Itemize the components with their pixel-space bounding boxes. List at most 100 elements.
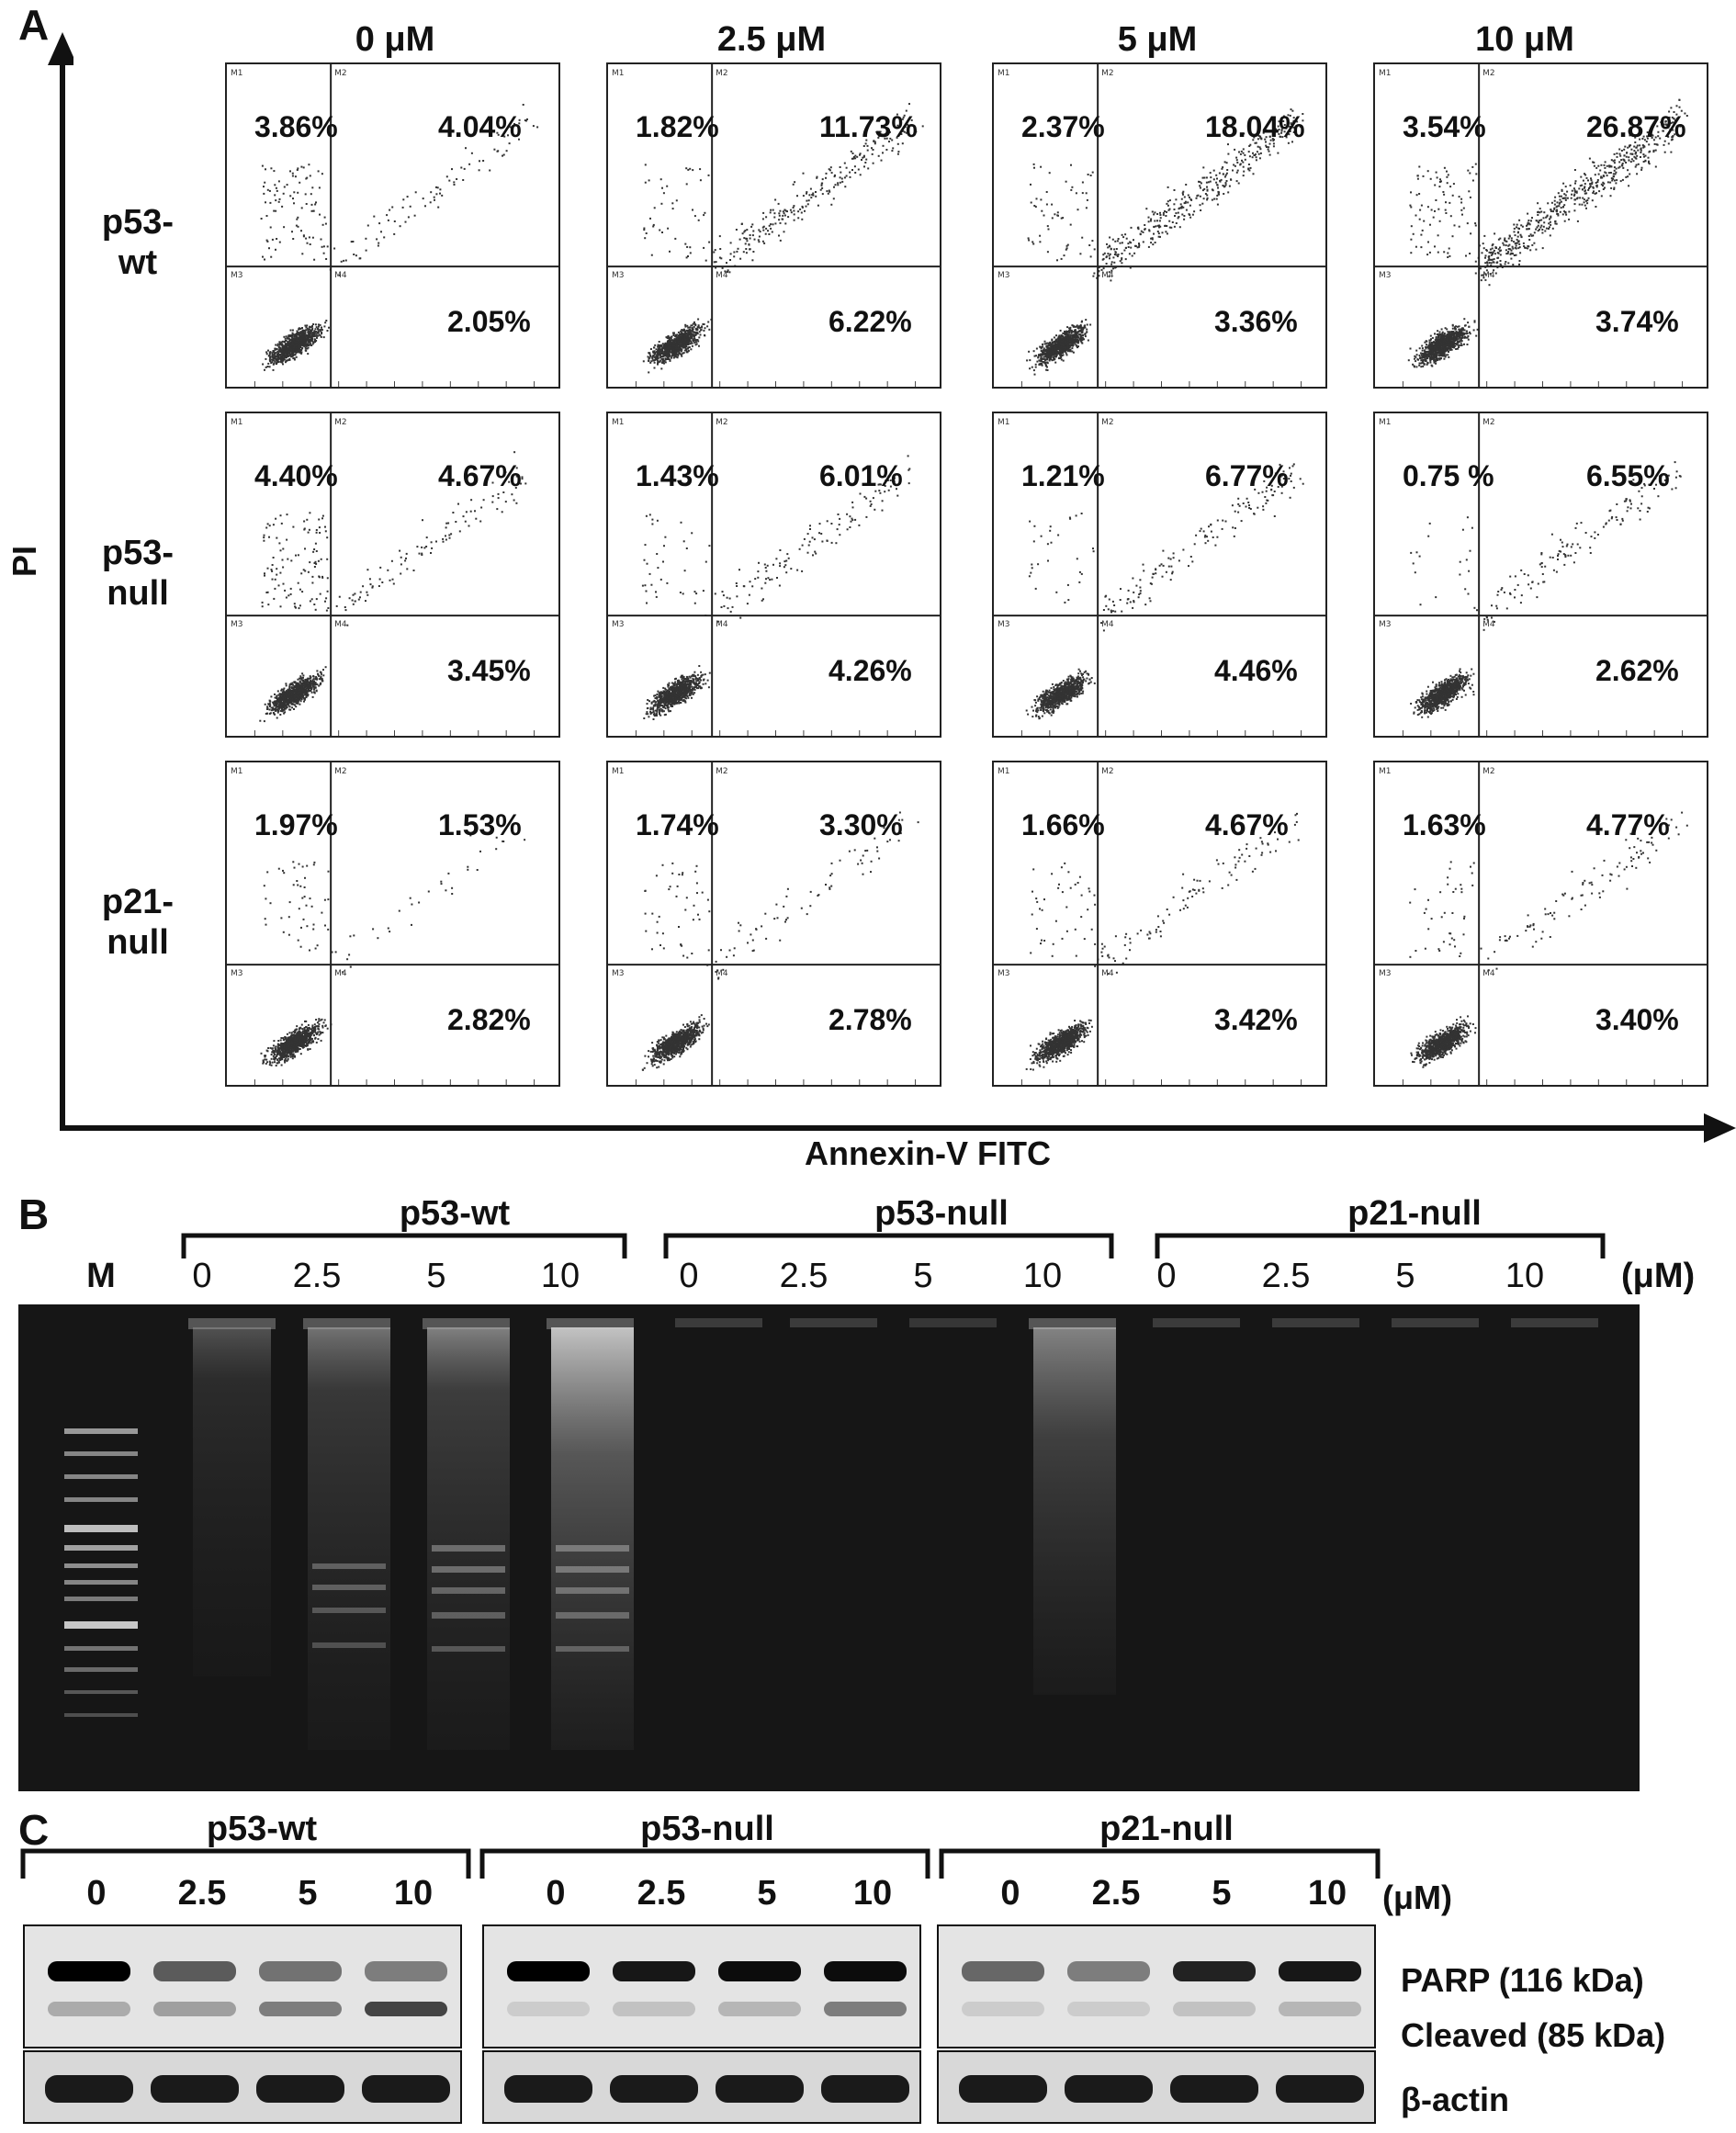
band-cleaved bbox=[48, 2002, 130, 2016]
gel-marker-bands bbox=[64, 1428, 138, 1717]
pct-lower-right: 2.82% bbox=[447, 1003, 531, 1036]
quadrant-tag: M2 bbox=[1482, 767, 1495, 776]
gel-smear-p53-null-10 bbox=[1033, 1327, 1116, 1695]
wb-blot-actin bbox=[482, 2050, 921, 2124]
pct-upper-left: 1.21% bbox=[1021, 459, 1105, 492]
pct-lower-right: 3.36% bbox=[1214, 305, 1298, 338]
band-actin bbox=[151, 2075, 239, 2103]
wb-group-brackets bbox=[20, 1848, 1381, 1879]
band-parp bbox=[1067, 1961, 1150, 1981]
band-parp bbox=[962, 1961, 1044, 1981]
pct-upper-right: 18.04% bbox=[1205, 110, 1305, 143]
pct-upper-left: 2.37% bbox=[1021, 110, 1105, 143]
pct-lower-right: 4.26% bbox=[829, 654, 912, 687]
quadrant-tag: M3 bbox=[231, 620, 243, 629]
gel-lane-label: 0 bbox=[679, 1257, 699, 1295]
band-parp bbox=[507, 1961, 590, 1981]
quadrant-tag: M3 bbox=[231, 969, 243, 978]
band-parp bbox=[824, 1961, 907, 1981]
facs-plot: M1 M2 M3 M4 1.82% 11.73% 6.22% bbox=[606, 62, 941, 389]
panel-c-letter: C bbox=[18, 1806, 50, 1854]
quadrant-tag: M2 bbox=[1482, 69, 1495, 78]
pct-lower-right: 3.40% bbox=[1595, 1003, 1679, 1036]
row-label-p53-wt: p53- wt bbox=[83, 202, 193, 283]
quadrant-tag: M1 bbox=[1379, 767, 1392, 776]
quadrant-tag: M3 bbox=[612, 620, 625, 629]
quadrant-tag: M1 bbox=[231, 418, 243, 427]
wb-blot-parp bbox=[937, 1924, 1376, 2048]
band-cleaved bbox=[1067, 2002, 1150, 2016]
band-actin bbox=[1170, 2075, 1258, 2103]
band-actin bbox=[45, 2075, 133, 2103]
band-cleaved bbox=[824, 2002, 907, 2016]
quadrant-tag: M4 bbox=[1482, 271, 1495, 280]
facs-plot: M1 M2 M3 M4 1.43% 6.01% 4.26% bbox=[606, 412, 941, 738]
pct-lower-right: 3.45% bbox=[447, 654, 531, 687]
quadrant-tag: M4 bbox=[334, 271, 347, 280]
facs-plot: M1 M2 M3 M4 1.97% 1.53% 2.82% bbox=[225, 761, 560, 1087]
pct-upper-right: 4.67% bbox=[438, 459, 522, 492]
wb-lane-label: 10 bbox=[1307, 1874, 1347, 1913]
quadrant-tag: M4 bbox=[1101, 620, 1114, 629]
wb-group-p21-null: p21-null bbox=[1099, 1810, 1234, 1848]
quadrant-tag: M2 bbox=[334, 418, 347, 427]
wb-lane-label: 5 bbox=[298, 1874, 318, 1913]
quadrant-tag: M3 bbox=[612, 969, 625, 978]
wb-label-actin: β-actin bbox=[1401, 2081, 1509, 2118]
row-label-p53-null: p53- null bbox=[83, 533, 193, 614]
pct-upper-right: 6.01% bbox=[819, 459, 903, 492]
gel-lane-label: 5 bbox=[426, 1257, 446, 1295]
wb-blot-parp bbox=[23, 1924, 462, 2048]
quadrant-tag: M3 bbox=[1379, 620, 1392, 629]
band-cleaved bbox=[507, 2002, 590, 2016]
quadrant-tag: M1 bbox=[612, 767, 625, 776]
band-actin bbox=[504, 2075, 592, 2103]
quadrant-tag: M1 bbox=[1379, 418, 1392, 427]
wb-lane-label: 2.5 bbox=[1091, 1874, 1141, 1913]
wb-blot-parp bbox=[482, 1924, 921, 2048]
quadrant-tag: M2 bbox=[1101, 767, 1114, 776]
quadrant-tag: M4 bbox=[716, 271, 728, 280]
wb-group-p53-null: p53-null bbox=[640, 1810, 774, 1848]
gel-group-p21-null: p21-null bbox=[1347, 1194, 1482, 1233]
pct-upper-left: 1.97% bbox=[254, 808, 338, 841]
gel-apoptotic-bands bbox=[312, 1545, 629, 1652]
facs-plot: M1 M2 M3 M4 1.21% 6.77% 4.46% bbox=[992, 412, 1327, 738]
band-parp bbox=[613, 1961, 695, 1981]
facs-plot: M1 M2 M3 M4 1.66% 4.67% 3.42% bbox=[992, 761, 1327, 1087]
pct-upper-left: 4.40% bbox=[254, 459, 338, 492]
band-cleaved bbox=[153, 2002, 236, 2016]
pct-upper-left: 0.75 % bbox=[1403, 459, 1494, 492]
wb-group-p53-wt: p53-wt bbox=[206, 1810, 318, 1848]
band-parp bbox=[1279, 1961, 1361, 1981]
pct-lower-right: 2.05% bbox=[447, 305, 531, 338]
gel-lane-label: 2.5 bbox=[779, 1257, 829, 1295]
quadrant-tag: M4 bbox=[1482, 620, 1495, 629]
quadrant-tag: M1 bbox=[612, 69, 625, 78]
band-actin bbox=[821, 2075, 909, 2103]
conc-header-0: 0 μM bbox=[355, 20, 435, 59]
gel-marker-label: M bbox=[86, 1257, 116, 1295]
gel-wells bbox=[188, 1318, 1598, 1329]
facs-plot: M1 M2 M3 M4 1.74% 3.30% 2.78% bbox=[606, 761, 941, 1087]
row-label-p21-null: p21- null bbox=[83, 882, 193, 963]
band-parp bbox=[1173, 1961, 1256, 1981]
quadrant-tag: M3 bbox=[1379, 271, 1392, 280]
band-actin bbox=[959, 2075, 1047, 2103]
conc-header-2: 5 μM bbox=[1117, 20, 1198, 59]
row-label-line2: null bbox=[107, 923, 169, 962]
wb-lane-label: 10 bbox=[393, 1874, 434, 1913]
quadrant-tag: M1 bbox=[998, 767, 1010, 776]
conc-header-3: 10 μM bbox=[1475, 20, 1574, 59]
pct-upper-left: 3.86% bbox=[254, 110, 338, 143]
band-actin bbox=[256, 2075, 344, 2103]
pct-lower-right: 4.46% bbox=[1214, 654, 1298, 687]
pct-upper-right: 11.73% bbox=[819, 110, 918, 143]
band-actin bbox=[1065, 2075, 1153, 2103]
pct-upper-right: 4.77% bbox=[1586, 808, 1670, 841]
gel-lane-label: 10 bbox=[1505, 1257, 1545, 1295]
gel-group-p53-null: p53-null bbox=[874, 1194, 1009, 1233]
band-cleaved bbox=[718, 2002, 801, 2016]
band-parp bbox=[365, 1961, 447, 1981]
quadrant-tag: M2 bbox=[1101, 69, 1114, 78]
